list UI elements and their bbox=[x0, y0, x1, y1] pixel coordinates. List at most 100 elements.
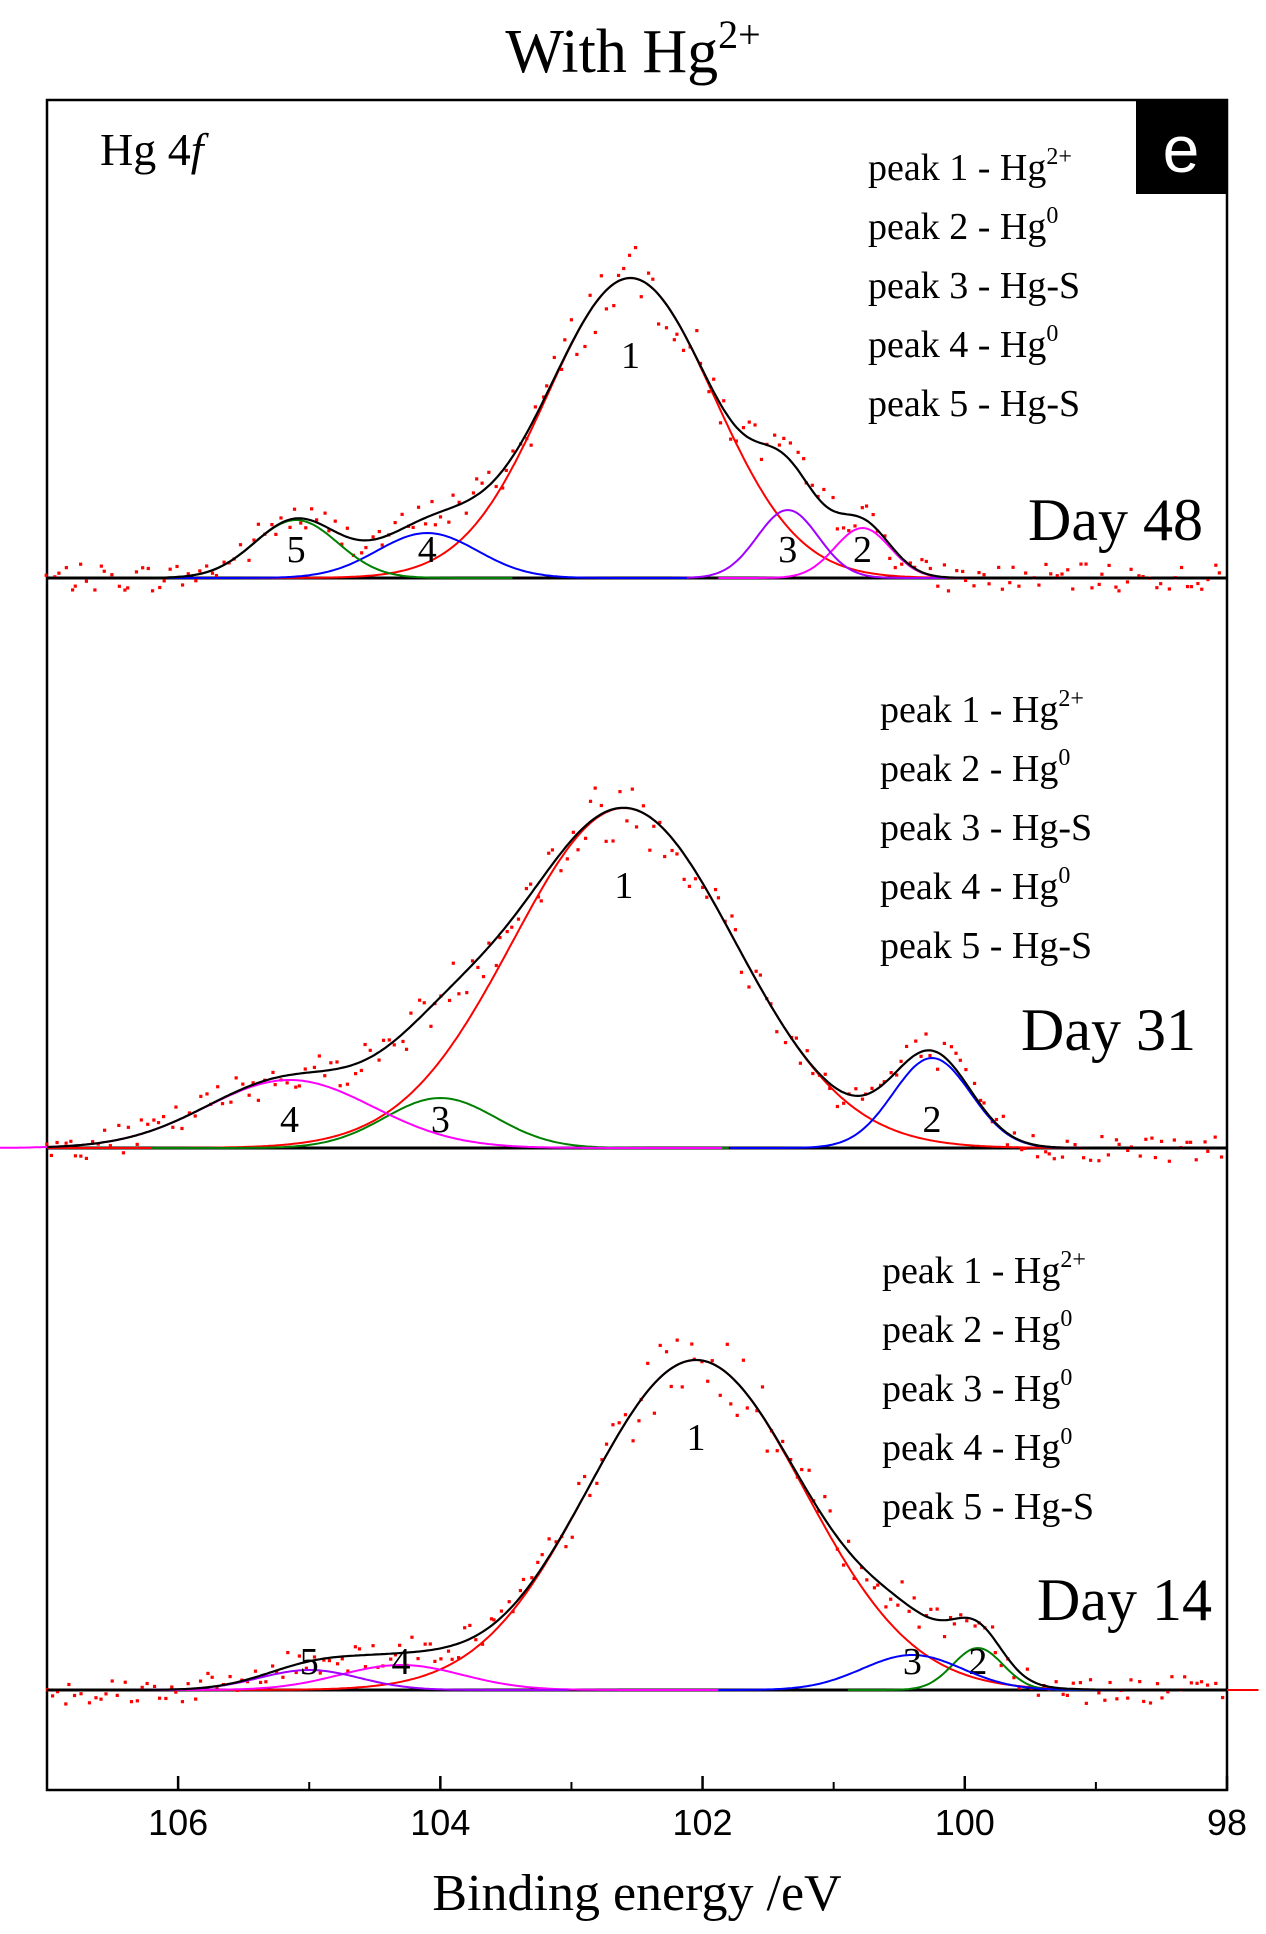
data-point bbox=[652, 824, 656, 828]
data-point bbox=[1155, 586, 1159, 590]
data-point bbox=[205, 1092, 209, 1096]
data-point bbox=[777, 443, 781, 447]
data-point bbox=[1078, 1681, 1082, 1685]
data-point bbox=[87, 1701, 92, 1705]
data-point bbox=[1061, 1692, 1065, 1696]
data-point bbox=[1138, 1679, 1142, 1684]
legend-entry: peak 5 - Hg-S bbox=[880, 925, 1092, 967]
data-point bbox=[247, 1093, 251, 1097]
data-point bbox=[823, 1072, 827, 1076]
data-point bbox=[569, 318, 573, 322]
data-point bbox=[364, 546, 368, 550]
data-point bbox=[657, 322, 661, 326]
data-point bbox=[363, 1665, 368, 1669]
data-point bbox=[368, 1048, 372, 1052]
data-point bbox=[658, 820, 662, 825]
data-point bbox=[1100, 572, 1104, 576]
data-point bbox=[1144, 1137, 1148, 1141]
data-point bbox=[377, 1058, 381, 1062]
data-point bbox=[333, 519, 337, 523]
data-point bbox=[754, 969, 758, 973]
data-point bbox=[1199, 1680, 1204, 1684]
data-point bbox=[327, 1659, 332, 1663]
data-point bbox=[775, 1030, 779, 1034]
data-point bbox=[612, 304, 616, 308]
data-point bbox=[117, 584, 121, 588]
data-point bbox=[91, 1140, 95, 1144]
data-point bbox=[540, 1553, 544, 1557]
data-point bbox=[682, 877, 686, 881]
data-point bbox=[398, 1643, 402, 1647]
data-point bbox=[1167, 587, 1171, 591]
peak-4-label: 4 bbox=[392, 1641, 411, 1683]
data-point bbox=[917, 1625, 921, 1629]
legend-entry: peak 1 - Hg2+ bbox=[880, 686, 1084, 731]
data-point bbox=[1138, 1154, 1142, 1158]
data-point bbox=[299, 521, 303, 525]
data-point bbox=[487, 470, 491, 474]
data-point bbox=[924, 559, 928, 564]
data-point bbox=[576, 848, 580, 852]
data-point bbox=[494, 484, 498, 489]
data-point bbox=[117, 1123, 121, 1128]
data-point bbox=[1079, 562, 1083, 566]
data-point bbox=[1005, 1143, 1009, 1147]
data-point bbox=[831, 495, 835, 500]
data-point bbox=[1071, 587, 1075, 591]
data-point bbox=[360, 551, 364, 555]
data-point bbox=[220, 1102, 225, 1106]
envelope-curve bbox=[47, 1358, 1227, 1692]
data-point bbox=[429, 1024, 433, 1028]
peak-3-label: 3 bbox=[431, 1099, 450, 1141]
data-point bbox=[79, 1154, 83, 1158]
data-point bbox=[121, 1151, 126, 1155]
data-point bbox=[258, 1680, 263, 1685]
data-point bbox=[788, 441, 792, 445]
data-point bbox=[936, 584, 940, 588]
data-point bbox=[1126, 1696, 1130, 1700]
data-point bbox=[828, 1086, 832, 1091]
peak-1-label: 1 bbox=[687, 1417, 706, 1459]
data-point bbox=[115, 1693, 119, 1697]
data-point bbox=[775, 1449, 779, 1453]
data-point bbox=[251, 1081, 255, 1085]
data-point bbox=[1219, 1155, 1224, 1159]
data-point bbox=[798, 1061, 803, 1065]
data-point bbox=[631, 1439, 635, 1443]
data-point bbox=[710, 1359, 714, 1363]
data-point bbox=[952, 1622, 956, 1626]
data-point bbox=[359, 1068, 363, 1073]
data-point bbox=[973, 1624, 977, 1628]
data-point bbox=[264, 1680, 268, 1684]
data-point bbox=[335, 1060, 339, 1064]
data-point bbox=[1185, 1140, 1189, 1144]
data-point bbox=[504, 468, 508, 473]
data-point bbox=[716, 896, 721, 900]
data-point bbox=[842, 1101, 846, 1105]
data-point bbox=[1129, 567, 1133, 571]
data-point bbox=[400, 512, 404, 516]
peak-4-curve bbox=[83, 1664, 719, 1691]
data-point bbox=[805, 1049, 809, 1053]
data-point bbox=[559, 869, 563, 873]
data-point bbox=[860, 506, 864, 510]
data-point bbox=[1044, 562, 1048, 567]
legend-entry: peak 1 - Hg2+ bbox=[868, 144, 1072, 189]
data-point bbox=[828, 1509, 832, 1513]
data-point bbox=[1148, 1701, 1153, 1705]
data-point bbox=[622, 266, 626, 271]
data-point bbox=[285, 1081, 289, 1085]
data-point bbox=[318, 1671, 322, 1675]
data-point bbox=[480, 1642, 485, 1646]
data-point bbox=[275, 1670, 279, 1674]
legend-entry: peak 2 - Hg0 bbox=[880, 745, 1070, 790]
peak-2-label: 2 bbox=[853, 529, 872, 571]
legend-entry: peak 5 - Hg-S bbox=[882, 1486, 1094, 1528]
legend-entry: peak 3 - Hg-S bbox=[880, 807, 1092, 849]
data-point bbox=[860, 1565, 864, 1570]
data-point bbox=[1155, 1682, 1160, 1686]
data-point bbox=[577, 1481, 581, 1486]
data-point bbox=[187, 1111, 191, 1115]
data-point bbox=[323, 1074, 327, 1078]
